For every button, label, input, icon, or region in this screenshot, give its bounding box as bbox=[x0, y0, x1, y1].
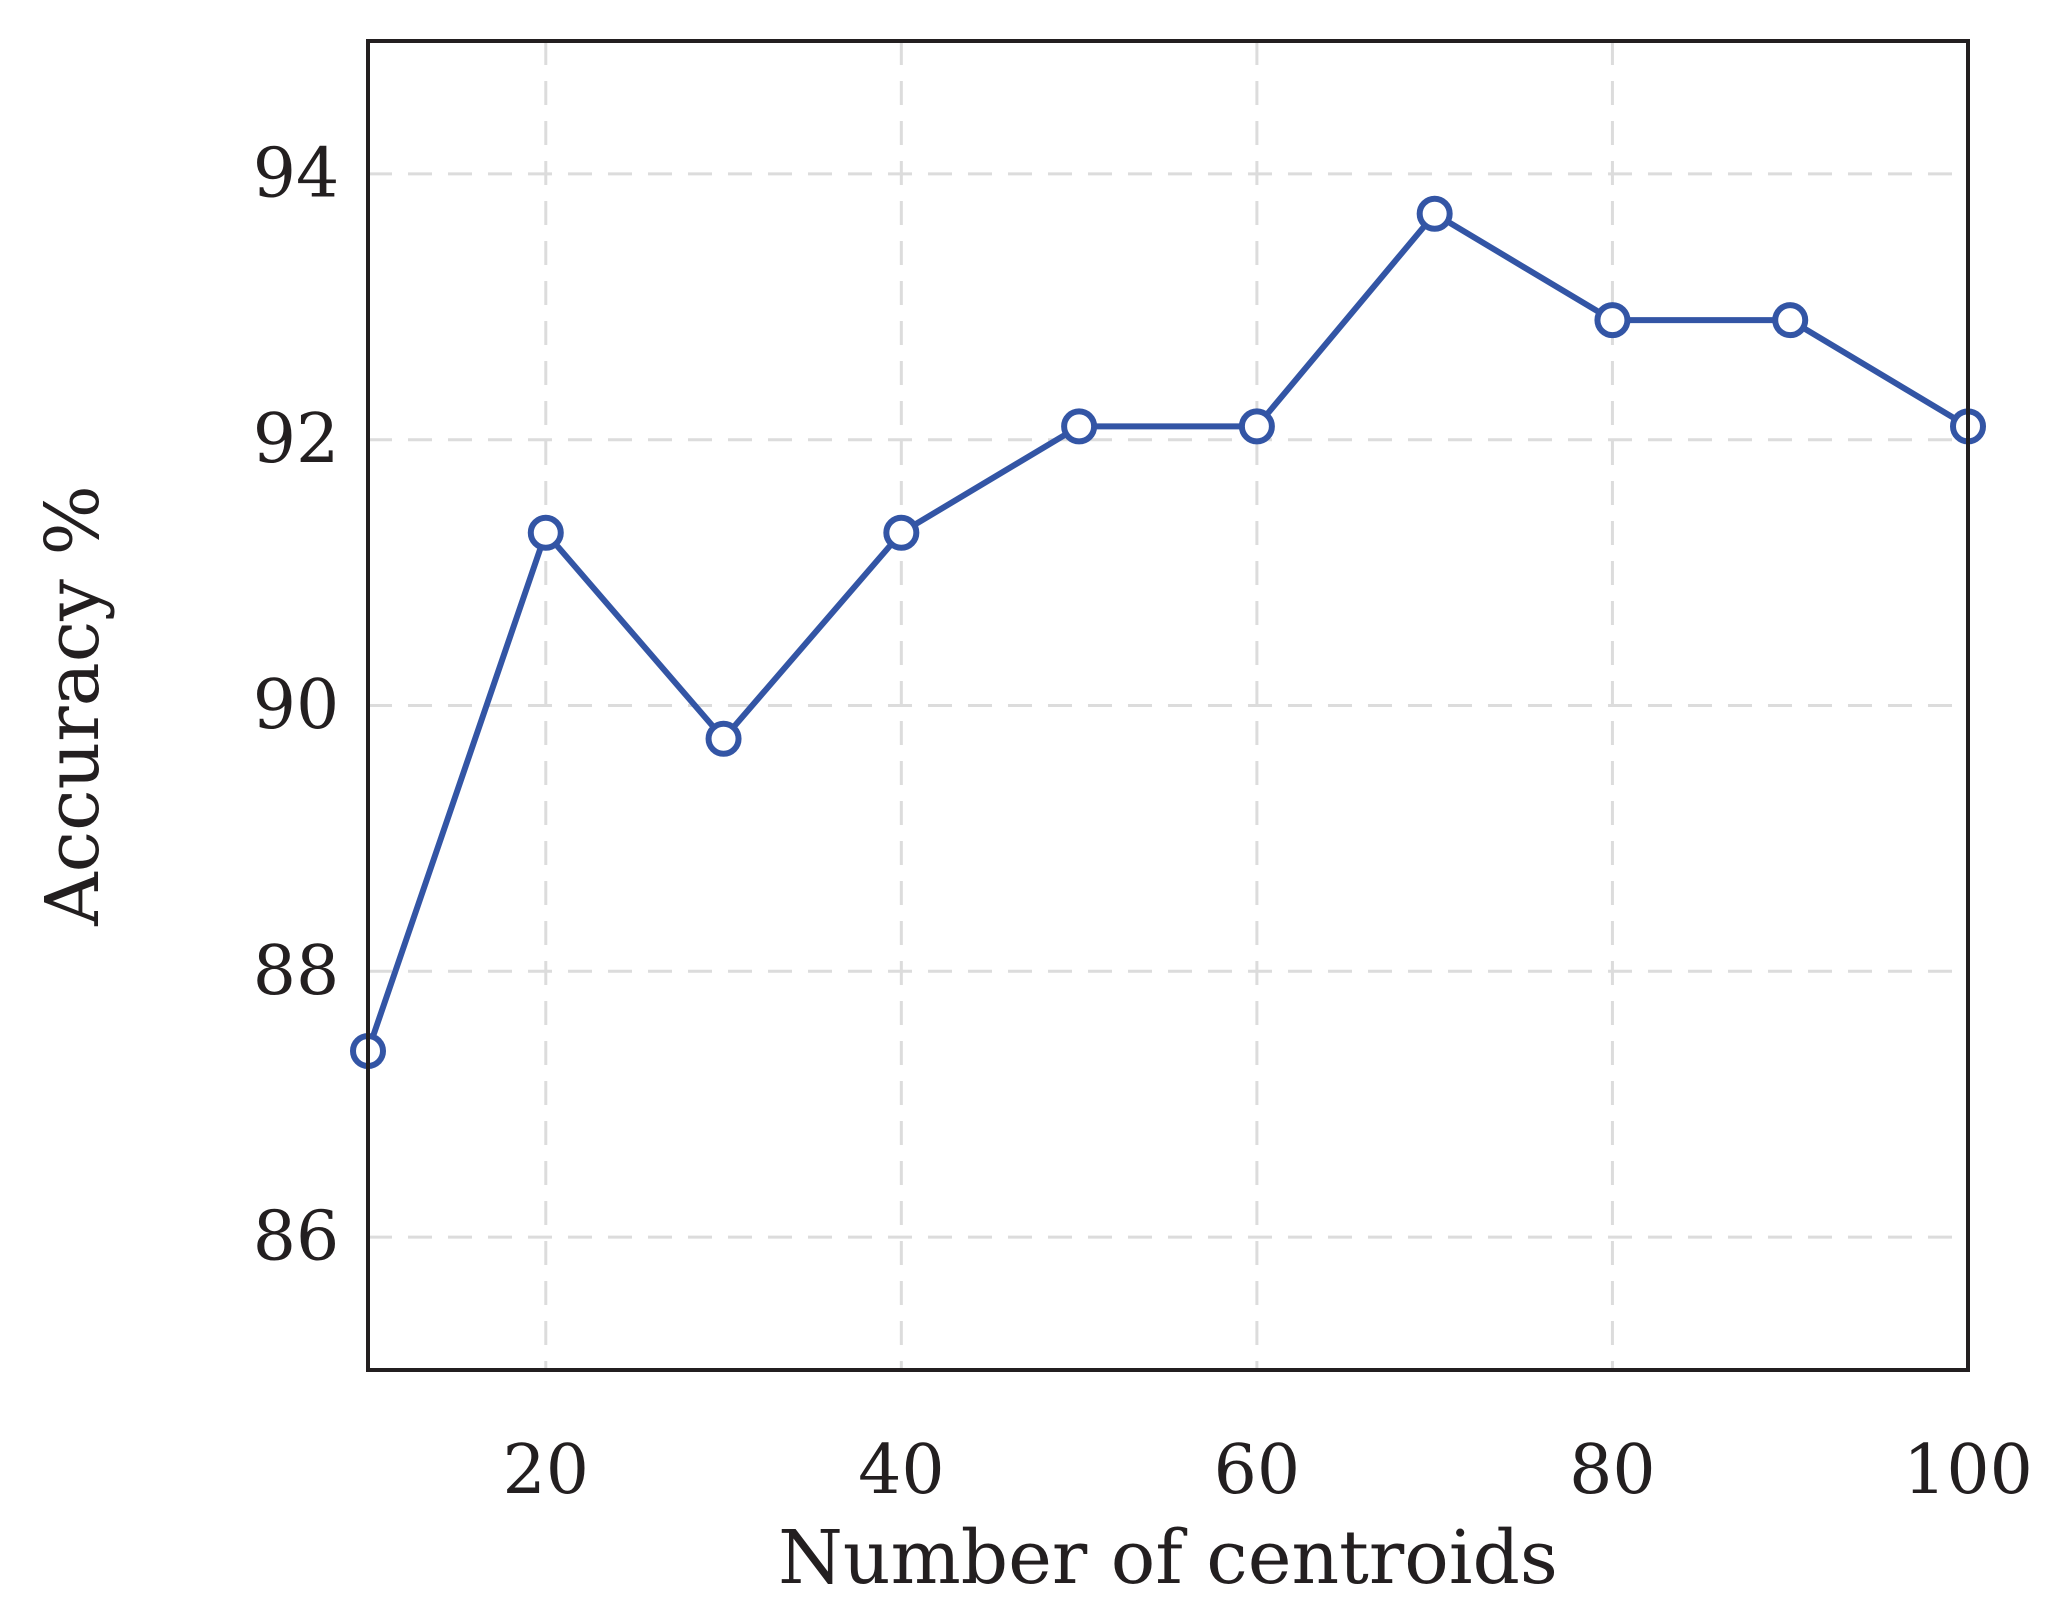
data-point-marker bbox=[1772, 302, 1809, 339]
y-tick-label: 88 bbox=[253, 932, 340, 1011]
data-point-marker bbox=[1238, 408, 1275, 445]
data-point-marker bbox=[1061, 408, 1098, 445]
y-tick-label: 92 bbox=[253, 400, 340, 479]
data-point-marker bbox=[705, 720, 742, 757]
y-axis-ticks: 86 88 90 92 94 bbox=[253, 134, 340, 1276]
data-point-marker bbox=[883, 514, 920, 551]
x-tick-label: 60 bbox=[1214, 1431, 1301, 1510]
series-line-0 bbox=[365, 210, 1970, 1052]
x-axis-label: Number of centroids bbox=[778, 1515, 1558, 1601]
data-point-marker bbox=[1594, 302, 1631, 339]
plot-frame bbox=[366, 39, 1970, 1372]
series-layer bbox=[350, 195, 1986, 1070]
x-tick-label: 40 bbox=[858, 1431, 945, 1510]
y-tick-label: 94 bbox=[253, 134, 340, 213]
x-tick-label: 80 bbox=[1569, 1431, 1656, 1510]
x-tick-label: 20 bbox=[503, 1431, 590, 1510]
y-axis-label: Accuracy % bbox=[30, 485, 116, 927]
y-tick-label: 90 bbox=[253, 666, 340, 745]
x-tick-label: 100 bbox=[1903, 1431, 2033, 1510]
data-point-marker bbox=[1416, 195, 1453, 232]
data-point-marker bbox=[527, 514, 564, 551]
x-axis-ticks: 20 40 60 80 100 bbox=[503, 1431, 2033, 1510]
y-tick-label: 86 bbox=[253, 1198, 340, 1277]
grid bbox=[368, 41, 1970, 1370]
